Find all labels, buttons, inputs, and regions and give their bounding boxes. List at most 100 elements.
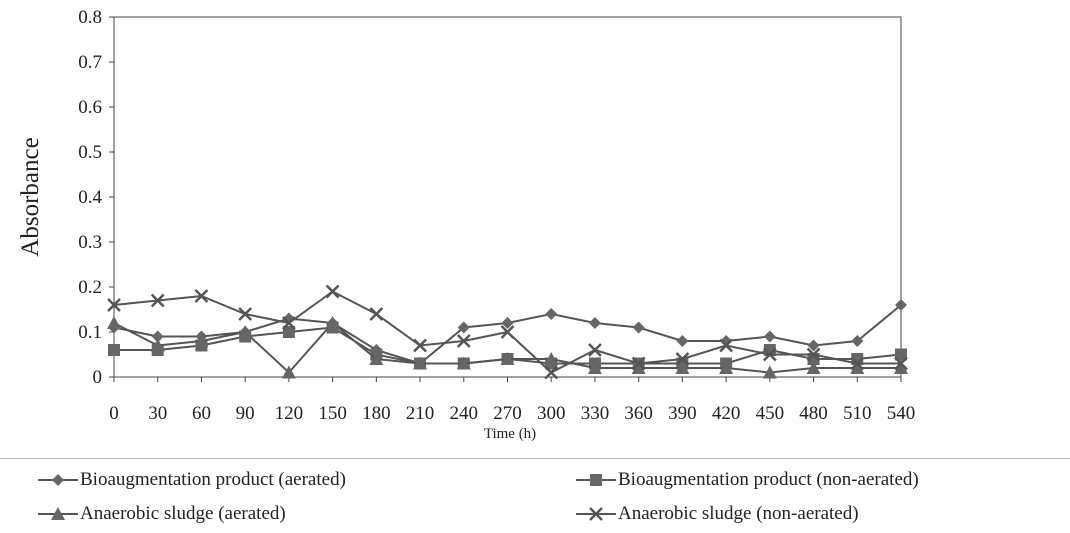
- data-point-x-stroke: [282, 316, 296, 330]
- data-point-diamond: [676, 335, 689, 347]
- data-point-diamond: [588, 317, 601, 329]
- data-point-diamond: [807, 339, 820, 352]
- absorbance-line-chart: 0 0.1 0.2 0.3 0.4 0.5 0.6 0.7 0.8 0 30 60 90 120 150 1…: [17, 7, 916, 442]
- data-point-triangle: [194, 334, 209, 347]
- series-4: [107, 284, 908, 380]
- x-axis-title: Time (h): [484, 426, 536, 442]
- y-tick-label: 0.5: [78, 142, 102, 163]
- x-tick-label: 480: [799, 403, 828, 424]
- data-point-triangle: [107, 316, 121, 329]
- data-point-x-stroke: [675, 352, 690, 366]
- data-point-x: [282, 316, 296, 330]
- legend: Bioaugmentation product (aerated) Bioaug…: [0, 458, 1070, 533]
- x-tick-label: 390: [668, 403, 697, 424]
- y-tick-label: 0.4: [78, 187, 102, 208]
- data-point-x: [456, 334, 471, 348]
- x-tick-label: 60: [192, 403, 211, 424]
- data-point-x-stroke: [369, 307, 384, 321]
- data-point-x: [413, 338, 427, 353]
- y-tick-label: 0.7: [78, 52, 102, 73]
- data-point-x: [107, 298, 121, 312]
- data-point-triangle: [238, 325, 253, 338]
- x-tick-label: 270: [493, 403, 522, 424]
- data-point-x-stroke: [806, 347, 821, 362]
- data-point-x-stroke: [850, 356, 865, 371]
- data-point-x: [325, 284, 340, 299]
- data-point-x: [588, 343, 602, 357]
- x-tick-label: 180: [362, 403, 391, 424]
- data-point-x-stroke: [894, 356, 908, 371]
- data-point-x: [194, 289, 209, 303]
- data-point-triangle: [719, 361, 734, 374]
- data-point-x: [806, 347, 821, 362]
- data-point-triangle: [456, 356, 471, 370]
- x-tick-label: 300: [537, 403, 566, 424]
- x-tick-label: 510: [843, 403, 872, 424]
- data-point-square: [108, 344, 120, 356]
- data-point-x-stroke: [194, 289, 209, 303]
- data-point-triangle: [544, 352, 559, 365]
- legend-label-sludge-aerated: Anaerobic sludge (aerated): [80, 503, 286, 524]
- legend-item-bioaug-nonaerated: Bioaugmentation product (non-aerated): [576, 469, 919, 491]
- data-point-x: [762, 347, 777, 362]
- data-point-x: [631, 356, 646, 371]
- data-point-triangle: [369, 352, 384, 365]
- data-point-x: [369, 307, 384, 321]
- data-point-diamond: [763, 330, 776, 343]
- data-point-x: [850, 356, 865, 371]
- data-point-diamond: [457, 321, 470, 334]
- data-point-x: [544, 365, 559, 380]
- x-tick-label: 420: [712, 403, 741, 424]
- data-point-x-stroke: [631, 356, 646, 371]
- data-point-x: [675, 352, 690, 366]
- legend-square-marker-icon: [576, 474, 616, 486]
- data-point-triangle: [762, 365, 777, 379]
- data-point-triangle: [587, 361, 602, 374]
- legend-item-bioaug-aerated: Bioaugmentation product (aerated): [38, 469, 346, 491]
- y-tick-label: 0.2: [78, 277, 102, 298]
- legend-label-sludge-nonaerated: Anaerobic sludge (non-aerated): [618, 503, 859, 524]
- data-point-triangle: [150, 338, 165, 352]
- x-tick-label: 540: [887, 403, 916, 424]
- series-3: [107, 316, 908, 379]
- y-tick-label: 0.1: [78, 322, 102, 343]
- x-tick-label: 90: [236, 403, 255, 424]
- data-point-triangle: [413, 356, 428, 370]
- x-tick-label: 0: [109, 403, 119, 424]
- data-point-x: [894, 356, 908, 371]
- data-point-diamond: [851, 335, 864, 347]
- x-tick-label: 30: [148, 403, 167, 424]
- data-point-triangle: [631, 361, 646, 374]
- data-point-x-stroke: [588, 343, 602, 357]
- x-tick-label: 360: [624, 403, 653, 424]
- data-point-x-stroke: [500, 325, 515, 339]
- data-point-x: [500, 325, 515, 339]
- x-tick-label: 120: [275, 403, 304, 424]
- x-tick-label: 150: [318, 403, 347, 424]
- data-point-x-stroke: [238, 307, 253, 321]
- data-point-x-stroke: [762, 347, 777, 362]
- legend-label-bioaug-aerated: Bioaugmentation product (aerated): [80, 469, 346, 490]
- data-point-x-stroke: [150, 293, 165, 308]
- y-axis-ticks: 0 0.1 0.2 0.3 0.4 0.5 0.6 0.7 0.8: [78, 7, 114, 388]
- y-tick-label: 0.3: [78, 232, 102, 253]
- x-tick-label: 240: [450, 403, 479, 424]
- legend-label-bioaug-nonaerated: Bioaugmentation product (non-aerated): [618, 469, 919, 490]
- y-tick-label: 0.8: [78, 7, 102, 28]
- legend-diamond-marker-icon: [38, 474, 78, 486]
- data-point-triangle: [325, 316, 340, 329]
- data-point-triangle: [281, 365, 296, 379]
- y-axis-title: Absorbance: [17, 137, 44, 256]
- legend-item-sludge-aerated: Anaerobic sludge (aerated): [38, 503, 286, 525]
- y-tick-label: 0: [93, 367, 103, 388]
- legend-item-sludge-nonaerated: Anaerobic sludge (non-aerated): [576, 503, 859, 525]
- data-point-triangle: [806, 361, 821, 374]
- data-point-triangle: [500, 352, 515, 365]
- data-point-x-stroke: [413, 338, 427, 353]
- x-tick-label: 330: [581, 403, 610, 424]
- data-point-diamond: [501, 317, 514, 329]
- x-tick-label: 450: [756, 403, 785, 424]
- legend-triangle-marker-icon: [38, 507, 78, 520]
- data-point-x: [238, 307, 253, 321]
- data-point-x-stroke: [325, 284, 340, 299]
